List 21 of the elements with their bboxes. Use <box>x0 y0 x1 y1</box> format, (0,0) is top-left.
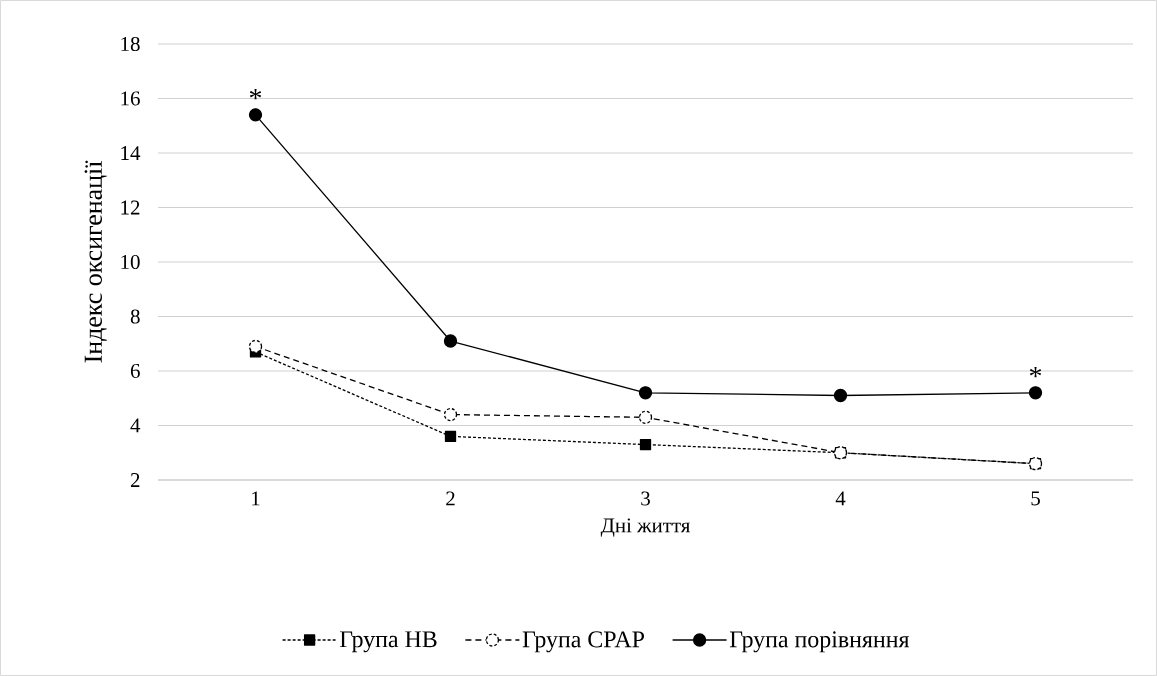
x-axis-title: Дні життя <box>600 518 691 537</box>
y-tick-label: 8 <box>130 309 140 324</box>
y-axis-title: Індекс оксигенації <box>84 160 107 363</box>
legend-label: Група НВ <box>339 631 437 653</box>
x-tick-label: 2 <box>446 491 455 506</box>
y-tick-label: 12 <box>121 200 140 215</box>
y-tick-label: 10 <box>121 254 140 270</box>
y-tick-label: 4 <box>130 418 141 433</box>
y-tick-label: 6 <box>130 363 140 379</box>
y-tick-label: 14 <box>121 146 141 160</box>
annotation: * <box>249 89 262 100</box>
y-tick-label: 2 <box>130 473 140 487</box>
y-tick-label: 16 <box>121 91 140 106</box>
x-tick-label: 5 <box>1031 491 1040 506</box>
x-tick-label: 1 <box>252 491 260 506</box>
x-tick-label: 3 <box>641 491 650 506</box>
legend-label: Група CPAP <box>522 631 645 653</box>
annotation: * <box>1029 367 1042 378</box>
y-tick-label: 18 <box>121 36 140 52</box>
x-tick-label: 4 <box>835 491 846 506</box>
legend-label: Група порівняння <box>729 631 910 653</box>
